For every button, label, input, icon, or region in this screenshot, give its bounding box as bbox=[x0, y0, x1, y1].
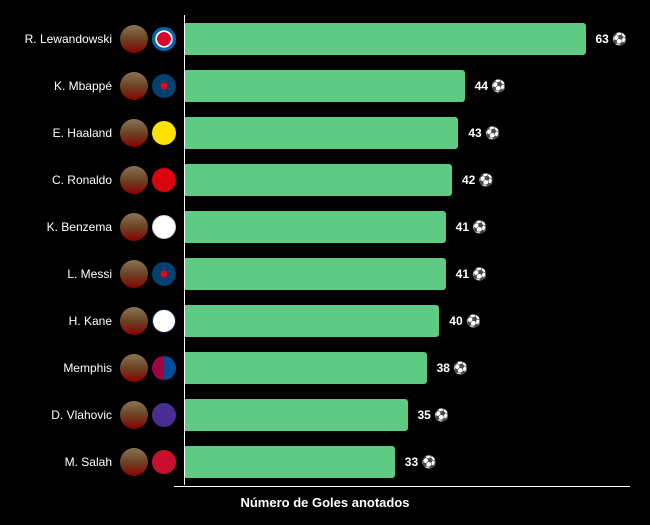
bar-area: 44 ⚽ bbox=[184, 62, 630, 109]
bar-area: 42 ⚽ bbox=[184, 156, 630, 203]
bar-area: 41 ⚽ bbox=[184, 203, 630, 250]
player-avatar-icon bbox=[120, 213, 148, 241]
value-label: 44 ⚽ bbox=[475, 79, 507, 93]
value-label: 42 ⚽ bbox=[462, 173, 494, 187]
x-axis-line bbox=[174, 486, 630, 487]
x-axis-label: Número de Goles anotados bbox=[0, 495, 650, 510]
bar bbox=[185, 446, 395, 478]
player-name-label: K. Benzema bbox=[10, 220, 120, 234]
bar-area: 41 ⚽ bbox=[184, 250, 630, 297]
chart-row: L. Messi 41 ⚽ bbox=[10, 250, 630, 297]
value-label: 35 ⚽ bbox=[418, 408, 450, 422]
value-label: 41 ⚽ bbox=[456, 267, 488, 281]
player-name-label: E. Haaland bbox=[10, 126, 120, 140]
chart-row: H. Kane 40 ⚽ bbox=[10, 297, 630, 344]
chart-container: R. Lewandowski 63 ⚽ K. Mbappé 44 ⚽ E. Haalan… bbox=[10, 15, 630, 485]
bar bbox=[185, 23, 586, 55]
bar bbox=[185, 258, 446, 290]
bar bbox=[185, 211, 446, 243]
club-badge-icon bbox=[152, 74, 176, 98]
club-badge-icon bbox=[152, 356, 176, 380]
bar-area: 63 ⚽ bbox=[184, 15, 630, 62]
club-badge-icon bbox=[152, 309, 176, 333]
bar bbox=[185, 399, 408, 431]
chart-row: M. Salah 33 ⚽ bbox=[10, 438, 630, 485]
player-avatar-icon bbox=[120, 354, 148, 382]
chart-row: E. Haaland 43 ⚽ bbox=[10, 109, 630, 156]
player-name-label: Memphis bbox=[10, 361, 120, 375]
value-label: 43 ⚽ bbox=[468, 126, 500, 140]
value-label: 33 ⚽ bbox=[405, 455, 437, 469]
value-label: 40 ⚽ bbox=[449, 314, 481, 328]
player-name-label: L. Messi bbox=[10, 267, 120, 281]
player-avatar-icon bbox=[120, 448, 148, 476]
player-avatar-icon bbox=[120, 72, 148, 100]
club-badge-icon bbox=[152, 450, 176, 474]
player-name-label: H. Kane bbox=[10, 314, 120, 328]
value-label: 63 ⚽ bbox=[596, 32, 628, 46]
player-avatar-icon bbox=[120, 260, 148, 288]
player-name-label: K. Mbappé bbox=[10, 79, 120, 93]
bar bbox=[185, 164, 452, 196]
club-badge-icon bbox=[152, 121, 176, 145]
chart-row: K. Mbappé 44 ⚽ bbox=[10, 62, 630, 109]
chart-row: D. Vlahovic 35 ⚽ bbox=[10, 391, 630, 438]
club-badge-icon bbox=[152, 168, 176, 192]
club-badge-icon bbox=[152, 27, 176, 51]
bar bbox=[185, 305, 439, 337]
club-badge-icon bbox=[152, 403, 176, 427]
player-avatar-icon bbox=[120, 307, 148, 335]
value-label: 41 ⚽ bbox=[456, 220, 488, 234]
player-avatar-icon bbox=[120, 119, 148, 147]
bar-area: 43 ⚽ bbox=[184, 109, 630, 156]
player-avatar-icon bbox=[120, 25, 148, 53]
player-name-label: R. Lewandowski bbox=[10, 32, 120, 46]
chart-row: C. Ronaldo 42 ⚽ bbox=[10, 156, 630, 203]
club-badge-icon bbox=[152, 262, 176, 286]
bar-area: 33 ⚽ bbox=[184, 438, 630, 485]
chart-row: Memphis 38 ⚽ bbox=[10, 344, 630, 391]
player-avatar-icon bbox=[120, 166, 148, 194]
bar bbox=[185, 70, 465, 102]
player-name-label: D. Vlahovic bbox=[10, 408, 120, 422]
chart-row: K. Benzema 41 ⚽ bbox=[10, 203, 630, 250]
bar bbox=[185, 117, 458, 149]
bar-area: 38 ⚽ bbox=[184, 344, 630, 391]
player-name-label: C. Ronaldo bbox=[10, 173, 120, 187]
bar bbox=[185, 352, 427, 384]
chart-row: R. Lewandowski 63 ⚽ bbox=[10, 15, 630, 62]
value-label: 38 ⚽ bbox=[437, 361, 469, 375]
player-name-label: M. Salah bbox=[10, 455, 120, 469]
player-avatar-icon bbox=[120, 401, 148, 429]
bar-area: 35 ⚽ bbox=[184, 391, 630, 438]
club-badge-icon bbox=[152, 215, 176, 239]
bar-area: 40 ⚽ bbox=[184, 297, 630, 344]
